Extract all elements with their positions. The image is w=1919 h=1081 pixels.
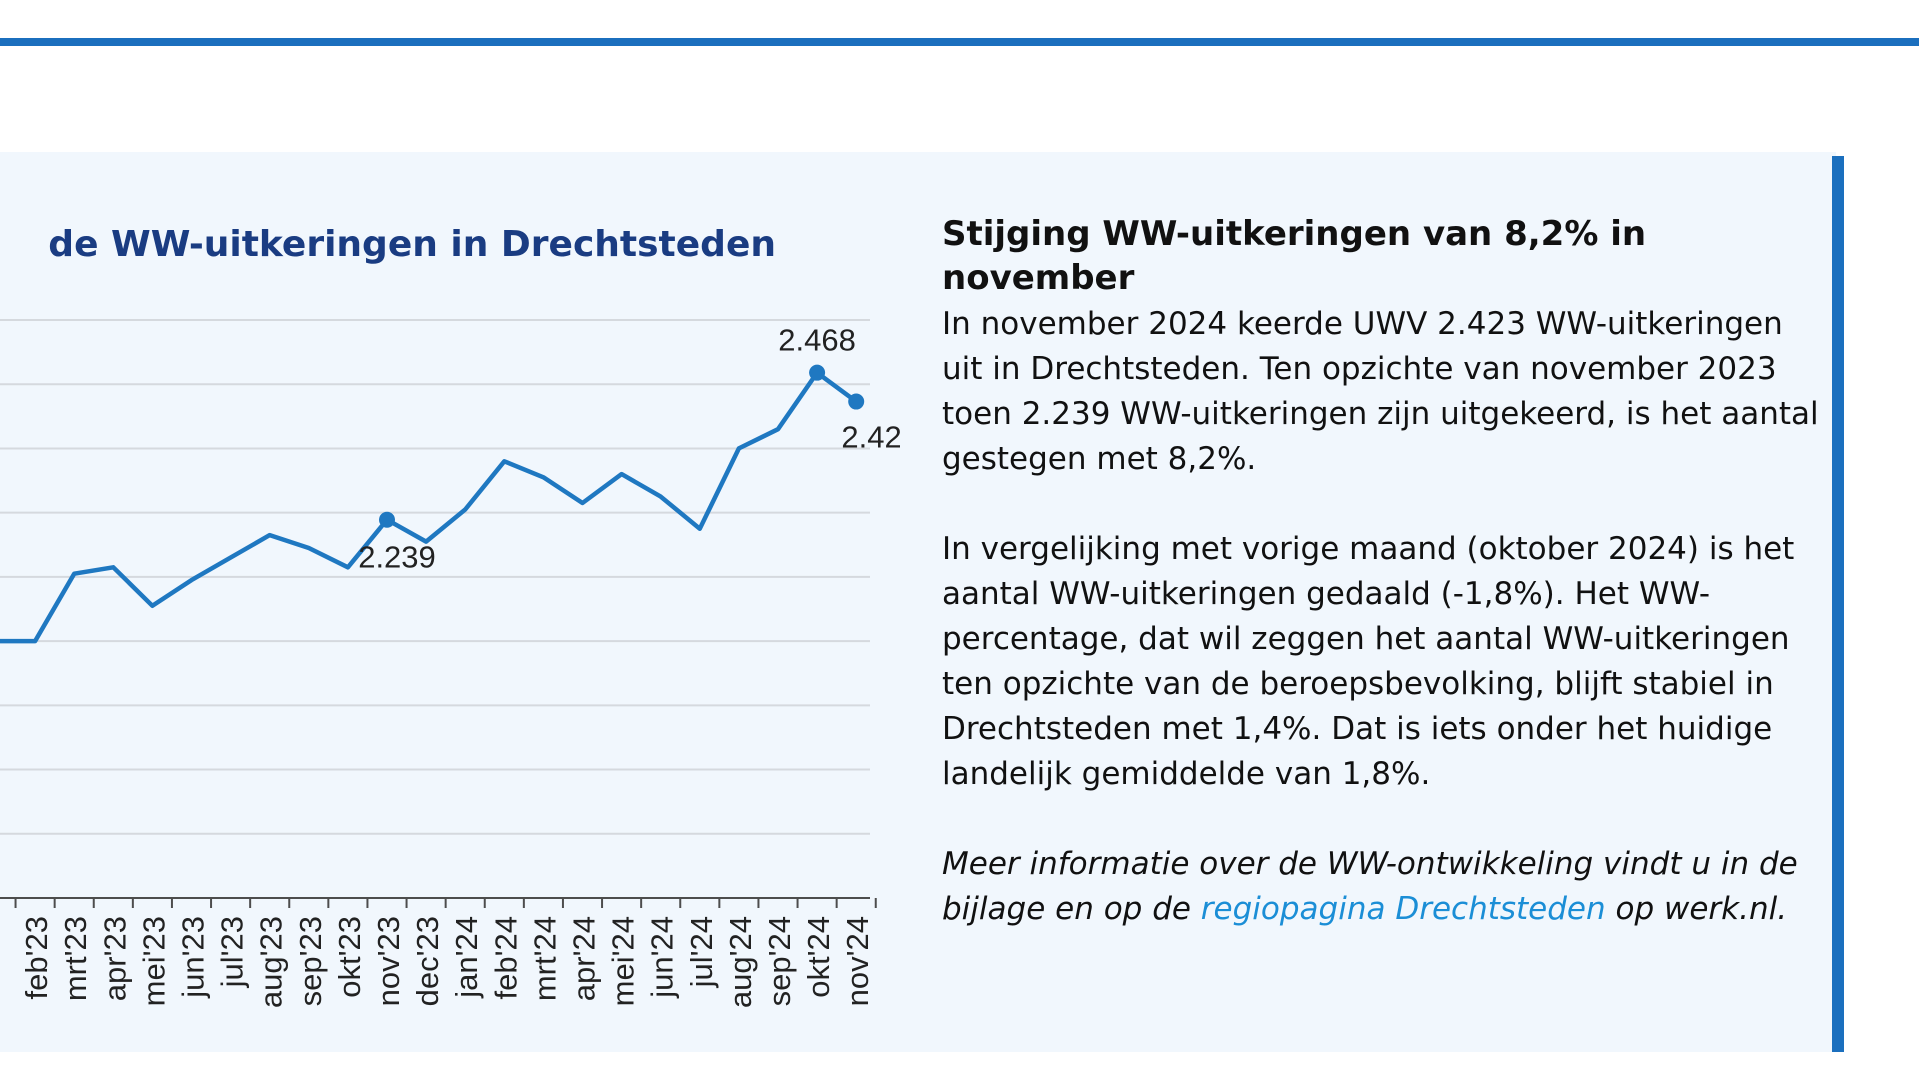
data-point-marker [809,364,826,381]
x-tick-label: mei'24 [606,916,641,1006]
x-tick-label: nov'24 [840,916,875,1006]
regiopagina-link[interactable]: regiopagina Drechtsteden [1200,891,1606,927]
data-label: 2.468 [778,323,856,358]
x-tick-label: dec'23 [410,916,445,1006]
x-axis: feb'23 mrt'23 apr'23 mei'23 jun'23 jul'23 aug'… [0,897,877,1008]
x-tick-label: mrt'24 [527,916,562,1001]
article-info: Meer informatie over de WW-ontwikkeling … [942,842,1822,932]
chart-title: de WW-uitkeringen in Drechtsteden [48,224,776,265]
x-tick-label: apr'23 [97,916,132,1001]
x-tick-label: feb'23 [19,916,54,1000]
article: Stijging WW-uitkeringen van 8,2% in nove… [942,212,1822,977]
data-point-marker [848,393,865,410]
info-text-after: op werk.nl. [1605,891,1788,927]
x-tick-label: jun'24 [645,916,680,999]
x-tick-label: nov'23 [371,916,406,1006]
top-rule [0,38,1919,46]
line-chart: feb'23 mrt'23 apr'23 mei'23 jun'23 jul'23 aug'… [0,319,900,1008]
x-tick-label: jul'24 [684,916,719,988]
x-tick-label: feb'24 [488,916,523,1000]
data-label: 2.239 [358,540,436,575]
article-paragraph-2: In vergelijking met vorige maand (oktobe… [942,531,1795,792]
series-line [0,370,858,644]
chart-title-container: de WW-uitkeringen in Drechtsteden [0,220,900,270]
x-tick-label: jun'23 [176,916,211,999]
x-tick-label: mei'23 [136,916,171,1006]
x-tick-label: aug'24 [723,916,758,1008]
data-label: 2.423 [841,420,900,455]
x-tick-label: sep'23 [293,916,328,1006]
x-tick-label: mrt'23 [58,916,93,1001]
grid-layer [0,319,870,835]
x-tick-label: okt'24 [801,916,836,998]
x-tick-label: jul'23 [215,916,250,988]
x-tick-label: aug'23 [254,916,289,1008]
x-tick-label: apr'24 [567,916,602,1001]
series-layer [0,370,858,644]
x-tick-label: okt'23 [332,916,367,998]
content-panel [0,152,1836,1052]
label-layer: 2.239 2.468 2.423 [358,323,900,575]
x-tick-label: jan'24 [449,916,484,999]
article-heading: Stijging WW-uitkeringen van 8,2% in nove… [942,214,1647,298]
x-tick-label: sep'24 [762,916,797,1006]
info-text-before: Meer informatie over de WW-ontwikkeling … [942,846,1798,927]
panel-right-border [1832,156,1844,1052]
data-point-marker [379,511,395,528]
article-paragraph-1: In november 2024 keerde UWV 2.423 WW-uit… [942,306,1819,477]
